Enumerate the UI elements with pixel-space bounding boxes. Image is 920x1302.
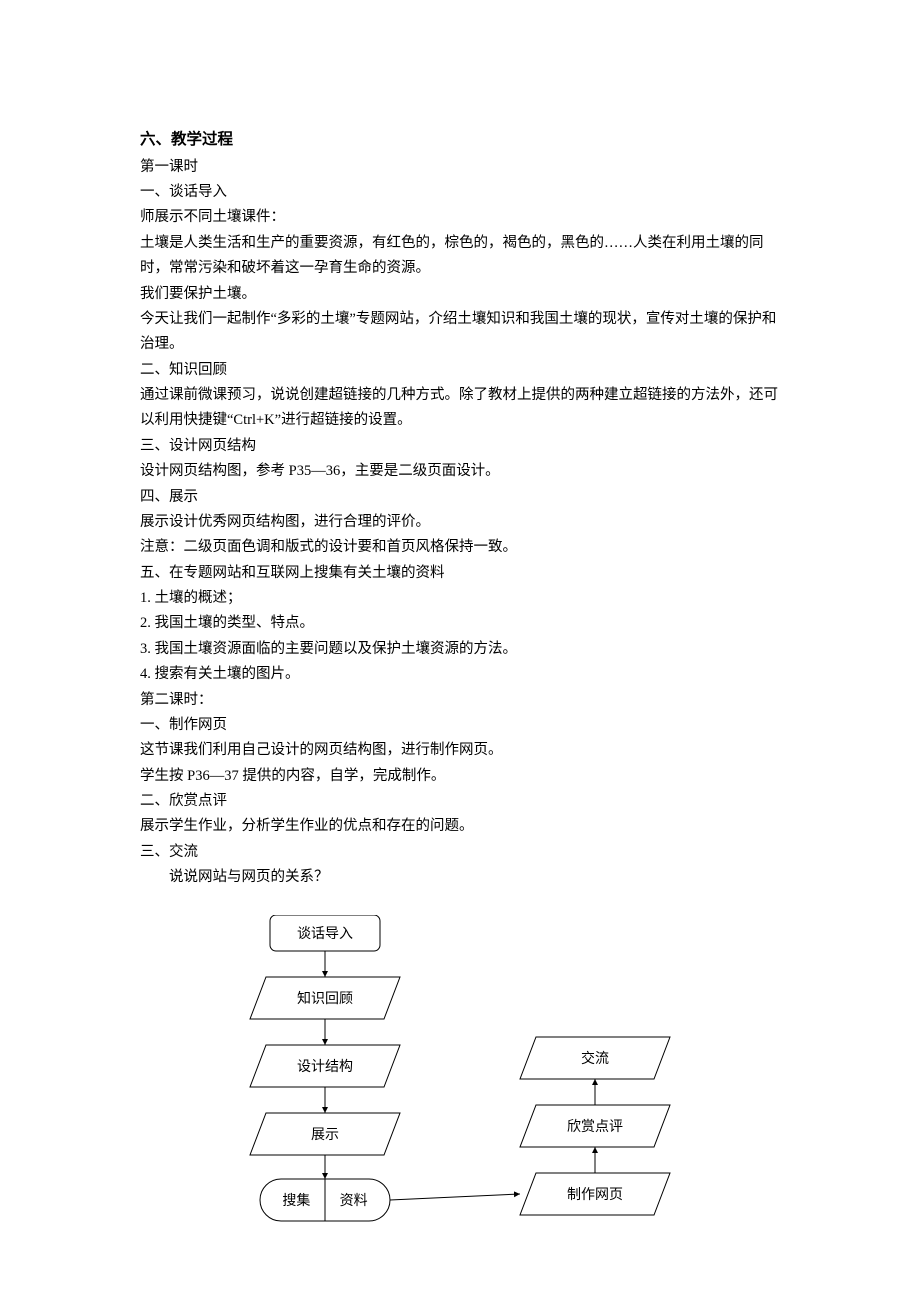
flow-node: 谈话导入 <box>270 915 380 951</box>
body-line: 3. 我国土壤资源面临的主要问题以及保护土壤资源的方法。 <box>140 637 780 662</box>
svg-text:谈话导入: 谈话导入 <box>297 926 353 942</box>
svg-text:展示: 展示 <box>311 1128 339 1143</box>
body-line: 二、欣赏点评 <box>140 789 780 814</box>
body-line: 土壤是人类生活和生产的重要资源，有红色的，棕色的，褐色的，黑色的……人类在利用土… <box>140 231 780 282</box>
indented-line: 说说网站与网页的关系？ <box>140 865 780 890</box>
body-line: 这节课我们利用自己设计的网页结构图，进行制作网页。 <box>140 738 780 763</box>
flow-node: 欣赏点评 <box>520 1105 670 1147</box>
flow-node: 知识回顾 <box>250 977 400 1019</box>
body-text: 第一课时一、谈话导入师展示不同土壤课件：土壤是人类生活和生产的重要资源，有红色的… <box>140 155 780 866</box>
body-line: 1. 土壤的概述； <box>140 586 780 611</box>
flowchart-svg: 谈话导入知识回顾设计结构展示搜集 资料 制作网页 欣赏点评 交流 <box>210 915 710 1235</box>
flow-edge <box>390 1194 520 1200</box>
svg-text:欣赏点评: 欣赏点评 <box>567 1119 623 1135</box>
svg-text:制作网页: 制作网页 <box>567 1187 623 1203</box>
section-heading: 六、教学过程 <box>140 126 780 153</box>
svg-text:资料: 资料 <box>340 1193 368 1209</box>
flow-node: 展示 <box>250 1113 400 1155</box>
document-page: 六、教学过程 第一课时一、谈话导入师展示不同土壤课件：土壤是人类生活和生产的重要… <box>0 0 920 1295</box>
body-line: 4. 搜索有关土壤的图片。 <box>140 662 780 687</box>
body-line: 一、制作网页 <box>140 713 780 738</box>
body-line: 我们要保护土壤。 <box>140 282 780 307</box>
body-line: 师展示不同土壤课件： <box>140 205 780 230</box>
svg-text:设计结构: 设计结构 <box>297 1059 353 1075</box>
body-line: 第二课时： <box>140 688 780 713</box>
body-line: 注意：二级页面色调和版式的设计要和首页风格保持一致。 <box>140 535 780 560</box>
svg-text:交流: 交流 <box>581 1050 609 1067</box>
svg-text:知识回顾: 知识回顾 <box>297 990 353 1007</box>
body-line: 2. 我国土壤的类型、特点。 <box>140 611 780 636</box>
flow-node: 交流 <box>520 1037 670 1079</box>
body-line: 三、交流 <box>140 840 780 865</box>
body-line: 二、知识回顾 <box>140 358 780 383</box>
body-line: 学生按 P36—37 提供的内容，自学，完成制作。 <box>140 764 780 789</box>
body-line: 展示设计优秀网页结构图，进行合理的评价。 <box>140 510 780 535</box>
body-line: 一、谈话导入 <box>140 180 780 205</box>
flowchart-container: 谈话导入知识回顾设计结构展示搜集 资料 制作网页 欣赏点评 交流 <box>140 915 780 1235</box>
body-line: 通过课前微课预习，说说创建超链接的几种方式。除了教材上提供的两种建立超链接的方法… <box>140 383 780 434</box>
body-line: 今天让我们一起制作“多彩的土壤”专题网站，介绍土壤知识和我国土壤的现状，宣传对土… <box>140 307 780 358</box>
flow-node: 搜集 资料 <box>260 1179 390 1221</box>
svg-text:搜集: 搜集 <box>282 1192 310 1209</box>
body-line: 展示学生作业，分析学生作业的优点和存在的问题。 <box>140 814 780 839</box>
body-line: 第一课时 <box>140 155 780 180</box>
body-line: 五、在专题网站和互联网上搜集有关土壤的资料 <box>140 561 780 586</box>
body-line: 三、设计网页结构 <box>140 434 780 459</box>
flow-node: 设计结构 <box>250 1045 400 1087</box>
flow-node: 制作网页 <box>520 1173 670 1215</box>
body-line: 设计网页结构图，参考 P35—36，主要是二级页面设计。 <box>140 459 780 484</box>
body-line: 四、展示 <box>140 485 780 510</box>
